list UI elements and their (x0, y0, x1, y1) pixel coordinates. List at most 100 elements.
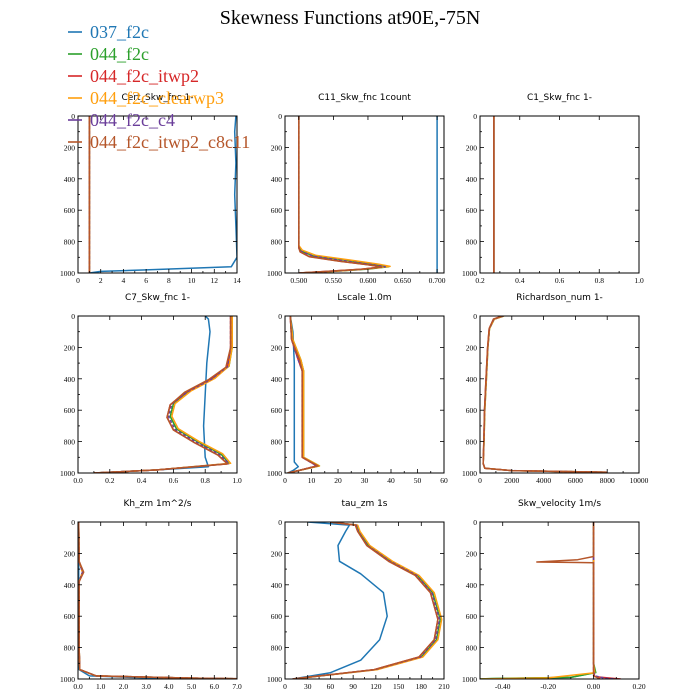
x-tick-label: 120 (370, 682, 382, 691)
x-tick-label: 0 (283, 476, 287, 485)
x-tick-label: 7.0 (232, 682, 242, 691)
y-tick-label: 800 (271, 238, 283, 247)
x-tick-label: 0.00 (587, 682, 600, 691)
panel-8: Skw_velocity 1m/s -0.40 -0.20 0.00 0.20 0 200 4… (462, 499, 646, 691)
series-line-3 (480, 522, 596, 679)
series-line-0 (89, 116, 237, 273)
y-tick-label: 0 (71, 112, 75, 121)
y-tick-label: 0 (473, 312, 477, 321)
y-tick-label: 400 (64, 175, 76, 184)
x-tick-label: 60 (327, 682, 335, 691)
series-line-3 (482, 316, 608, 473)
y-tick-label: 800 (64, 238, 76, 247)
legend: 037_f2c044_f2c044_f2c_itwp2044_f2c_clear… (68, 22, 250, 152)
series-line-3 (298, 116, 391, 273)
y-tick-label: 800 (271, 644, 283, 653)
y-tick-label: 1000 (462, 675, 477, 684)
x-tick-label: 210 (438, 682, 450, 691)
x-tick-label: 0.8 (595, 276, 605, 285)
legend-entry: 044_f2c (68, 44, 149, 64)
y-tick-label: 200 (64, 143, 76, 152)
legend-label: 044_f2c (90, 44, 149, 64)
x-tick-label: 0.600 (360, 276, 377, 285)
x-tick-label: 6 (144, 276, 148, 285)
y-tick-label: 400 (271, 175, 283, 184)
panel-title: tau_zm 1s (341, 499, 387, 509)
series-line-2 (592, 522, 621, 679)
panel-title: Skw_velocity 1m/s (518, 499, 601, 509)
series-line-5 (292, 522, 439, 679)
panel-0: Cert_Skw_fnc 1- 0 2 4 6 8 10 12 14 0 200 400 600 800 1… (60, 93, 241, 285)
x-tick-label: 1.0 (634, 276, 644, 285)
x-tick-label: 0.700 (429, 276, 446, 285)
series-group (287, 316, 321, 473)
series-group (93, 316, 233, 473)
x-tick-label: 10000 (630, 476, 649, 485)
y-tick-label: 200 (271, 343, 283, 352)
x-tick-label: 0.2 (475, 276, 485, 285)
panel-title: Kh_zm 1m^2/s (124, 499, 192, 509)
y-tick-label: 600 (466, 406, 478, 415)
series-line-4 (482, 316, 608, 473)
y-tick-label: 800 (466, 238, 478, 247)
x-tick-label: 0 (76, 276, 80, 285)
series-group (298, 116, 438, 273)
legend-label: 044_f2c_c4 (90, 110, 175, 130)
x-tick-label: 4.0 (164, 682, 174, 691)
series-line-5 (298, 116, 383, 273)
series-line-0 (482, 316, 608, 473)
series-group (292, 522, 443, 679)
panel-2: C1_Skw_fnc 1- 0.2 0.4 0.6 0.8 1.0 0 200 400 600 80… (462, 93, 644, 285)
series-line-5 (93, 316, 232, 473)
series-line-4 (592, 522, 617, 679)
panel-title: C7_Skw_fnc 1- (125, 293, 190, 303)
x-tick-label: 3.0 (141, 682, 151, 691)
legend-entry: 037_f2c (68, 22, 149, 42)
legend-entry: 044_f2c_clearwp3 (68, 88, 224, 108)
series-line-0 (93, 316, 211, 473)
panel-1: C11_Skw_fnc 1count 0.500 0.550 0.600 0.650 0.… (267, 93, 446, 285)
x-tick-label: 4000 (536, 476, 551, 485)
series-line-3 (93, 316, 233, 473)
y-tick-label: 200 (64, 343, 76, 352)
panel-title: Richardson_num 1- (516, 293, 603, 303)
x-tick-label: 90 (349, 682, 357, 691)
x-tick-label: 0.6 (555, 276, 565, 285)
x-tick-label: 8000 (600, 476, 615, 485)
y-tick-label: 1000 (60, 675, 75, 684)
x-tick-label: 10 (308, 476, 316, 485)
x-tick-label: 0.20 (632, 682, 645, 691)
y-tick-label: 0 (473, 518, 477, 527)
y-tick-label: 600 (64, 612, 76, 621)
x-tick-label: 0.4 (515, 276, 525, 285)
x-tick-label: 6.0 (210, 682, 220, 691)
panel-3: C7_Skw_fnc 1- 0.0 0.2 0.4 0.6 0.8 1.0 0 200 400 60… (60, 293, 242, 485)
y-tick-label: 1000 (462, 469, 477, 478)
y-tick-label: 600 (271, 612, 283, 621)
y-tick-label: 800 (466, 438, 478, 447)
legend-label: 037_f2c (90, 22, 149, 42)
y-tick-label: 200 (466, 143, 478, 152)
y-tick-label: 400 (64, 375, 76, 384)
x-tick-label: 6000 (568, 476, 583, 485)
y-tick-label: 600 (271, 206, 283, 215)
x-tick-label: -0.40 (495, 682, 511, 691)
x-tick-label: 0 (283, 682, 287, 691)
series-line-5 (78, 522, 237, 679)
y-tick-label: 0 (473, 112, 477, 121)
series-line-1 (482, 316, 608, 473)
y-tick-label: 1000 (267, 469, 282, 478)
panels: Cert_Skw_fnc 1-0 2 4 6 8 10 12 1402004006008001… (60, 93, 649, 691)
x-tick-label: 1.0 (96, 682, 106, 691)
legend-label: 044_f2c_itwp2_c8c11 (90, 132, 250, 152)
plot-frame (284, 115, 445, 274)
series-line-1 (78, 522, 237, 679)
x-tick-label: 0.8 (201, 476, 211, 485)
y-tick-label: 400 (466, 375, 478, 384)
series-line-1 (298, 116, 390, 273)
x-tick-label: 0.550 (325, 276, 342, 285)
y-tick-label: 800 (466, 644, 478, 653)
x-tick-label: 1.0 (232, 476, 242, 485)
y-tick-label: 0 (278, 518, 282, 527)
series-line-5 (536, 522, 601, 679)
